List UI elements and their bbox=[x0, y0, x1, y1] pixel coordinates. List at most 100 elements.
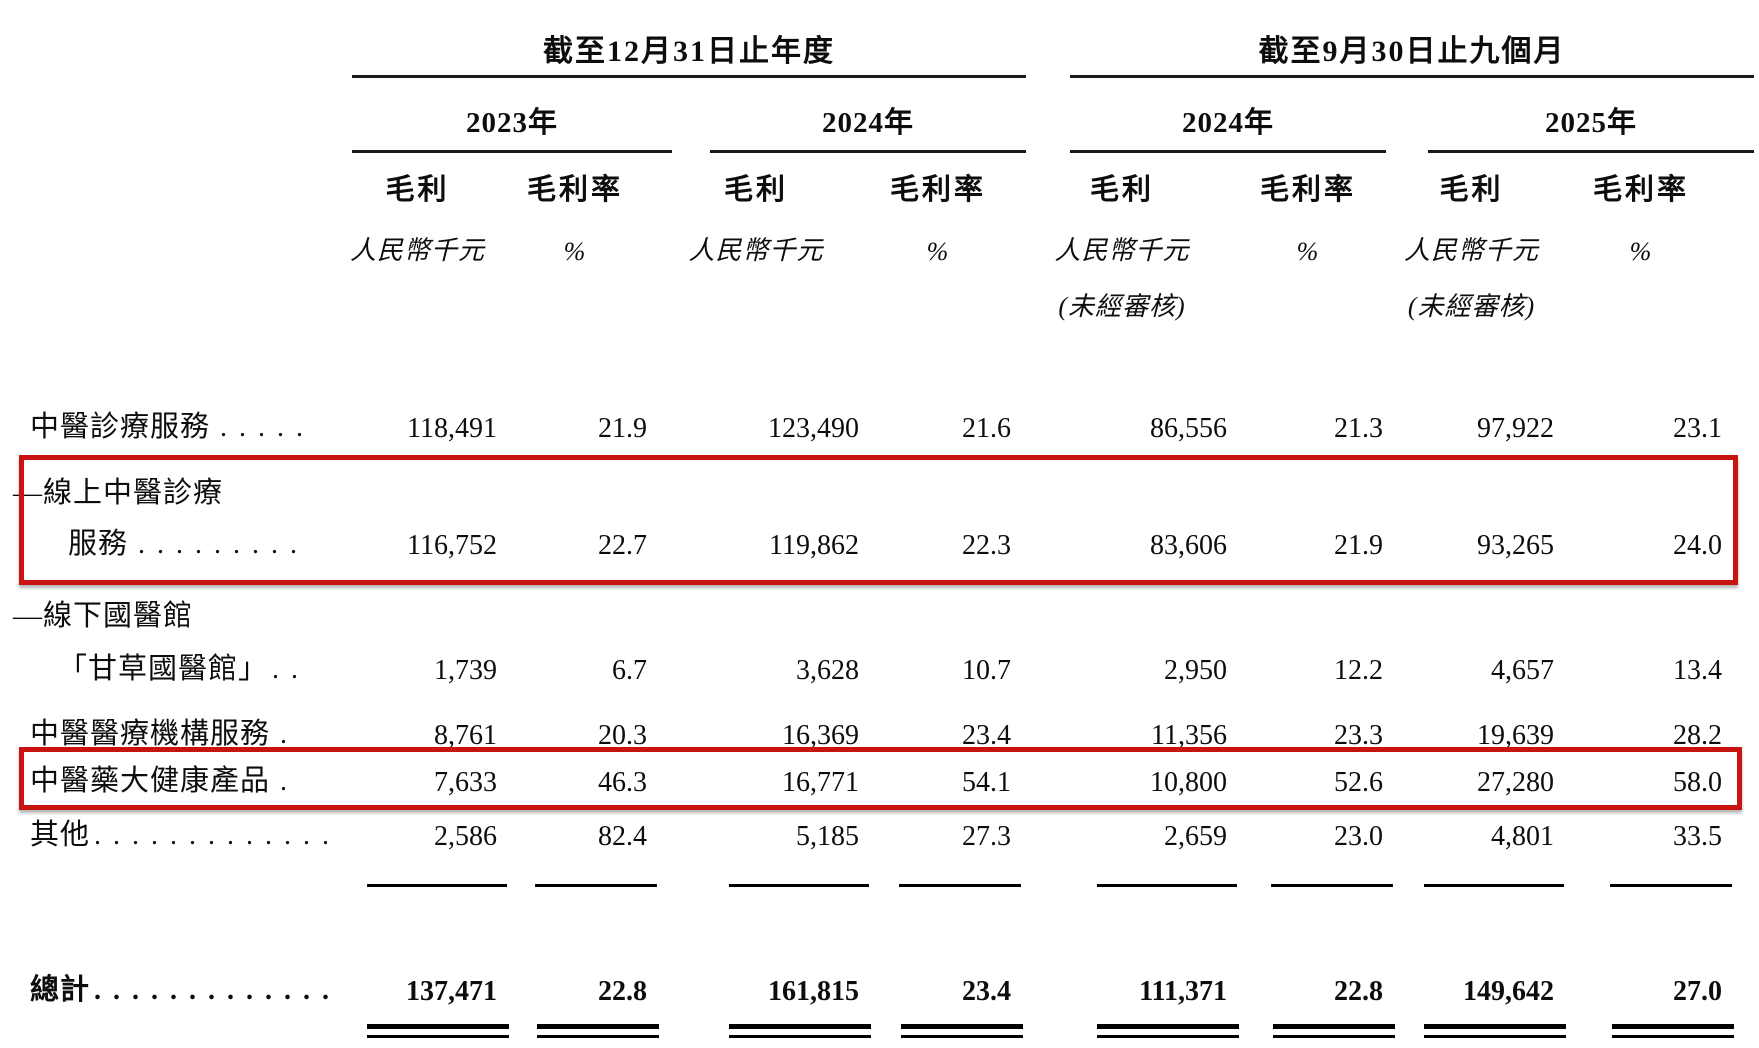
leader-dots: ......... bbox=[138, 529, 310, 560]
row-offline-gancao-clinics-line2: 「甘草國醫館」.. 1,739 6.7 3,628 10.7 2,950 12.… bbox=[30, 637, 1725, 690]
double-rule bbox=[1612, 1024, 1734, 1038]
double-rule bbox=[1097, 1024, 1239, 1038]
value-cell: 27,280 bbox=[1477, 767, 1554, 798]
single-rule bbox=[729, 884, 869, 887]
value-cell: 2,950 bbox=[1164, 655, 1227, 686]
single-rule bbox=[367, 884, 507, 887]
subtotal-rule-row bbox=[30, 856, 1732, 898]
value-cell: 4,657 bbox=[1491, 655, 1554, 686]
gross-profit-table: 截至12月31日止年度 截至9月30日止九個月 2023年 2024年 2024… bbox=[13, 0, 1754, 1048]
value-cell: 4,801 bbox=[1491, 821, 1554, 852]
header-measures: 毛利 毛利率 毛利 毛利率 毛利 毛利率 毛利 毛利率 bbox=[30, 153, 1725, 210]
value-cell: 86,556 bbox=[1150, 413, 1227, 444]
unit-rmb: 人民幣千元 bbox=[349, 236, 485, 265]
unit-rmb: 人民幣千元 bbox=[1403, 236, 1539, 265]
value-cell: 19,639 bbox=[1477, 720, 1554, 751]
value-cell: 123,490 bbox=[768, 413, 859, 444]
spacer-row bbox=[30, 898, 1725, 966]
gross-margin-header: 毛利率 bbox=[1259, 174, 1356, 206]
row-tcm-medical-institution-services: 中醫醫療機構服務. 8,761 20.3 16,369 23.4 11,356 … bbox=[30, 690, 1725, 755]
value-cell: 93,265 bbox=[1477, 530, 1554, 561]
value-cell: 2,586 bbox=[434, 821, 497, 852]
period-group-annual: 截至12月31日止年度 bbox=[352, 26, 1026, 78]
unaudited-note: (未經審核) bbox=[1407, 292, 1536, 321]
value-cell: 8,761 bbox=[434, 720, 497, 751]
single-rule bbox=[1610, 884, 1732, 887]
gross-margin-header: 毛利率 bbox=[889, 174, 986, 206]
value-cell: 118,491 bbox=[407, 413, 497, 444]
value-cell: 23.0 bbox=[1334, 821, 1383, 852]
double-rule bbox=[367, 1024, 509, 1038]
total-value-cell: 111,371 bbox=[1139, 976, 1227, 1007]
value-cell: 24.0 bbox=[1673, 530, 1722, 561]
total-label: 總計............. bbox=[30, 974, 342, 1006]
leader-dots: ............. bbox=[94, 975, 342, 1006]
value-cell: 23.1 bbox=[1673, 413, 1722, 444]
value-cell: 22.7 bbox=[598, 530, 647, 561]
gross-profit-header: 毛利 bbox=[385, 174, 450, 206]
year-2024: 2024年 bbox=[710, 99, 1026, 153]
leader-dots: ............. bbox=[94, 820, 342, 851]
row-online-tcm-services-line2: 服務......... 116,752 22.7 119,862 22.3 83… bbox=[30, 514, 1725, 565]
value-cell: 116,752 bbox=[407, 530, 497, 561]
row-label: —線下國醫館 bbox=[13, 600, 194, 632]
total-rule-row bbox=[30, 1011, 1734, 1048]
row-label: 服務......... bbox=[68, 528, 310, 560]
double-rule bbox=[1424, 1024, 1566, 1038]
row-offline-gancao-clinics-line1: —線下國醫館 bbox=[13, 565, 1725, 637]
gross-profit-header: 毛利 bbox=[723, 174, 788, 206]
row-label: 「甘草國醫館」.. bbox=[58, 653, 311, 685]
value-cell: 10.7 bbox=[962, 655, 1011, 686]
unaudited-note: (未經審核) bbox=[1058, 292, 1186, 321]
value-cell: 16,369 bbox=[782, 720, 859, 751]
total-value-cell: 27.0 bbox=[1673, 976, 1722, 1007]
unit-percent: % bbox=[926, 237, 950, 266]
value-cell: 119,862 bbox=[769, 530, 859, 561]
value-cell: 7,633 bbox=[434, 767, 497, 798]
double-rule bbox=[901, 1024, 1023, 1038]
value-cell: 10,800 bbox=[1150, 767, 1227, 798]
unit-percent: % bbox=[1629, 237, 1653, 266]
value-cell: 58.0 bbox=[1673, 767, 1722, 798]
row-label: 中醫藥大健康產品. bbox=[30, 765, 300, 797]
gross-margin-header: 毛利率 bbox=[1592, 174, 1689, 206]
header-unaudited: (未經審核) (未經審核) bbox=[30, 269, 1725, 325]
period-group-nine-months: 截至9月30日止九個月 bbox=[1070, 26, 1754, 78]
single-rule bbox=[899, 884, 1021, 887]
single-rule bbox=[1424, 884, 1564, 887]
unit-percent: % bbox=[563, 237, 587, 266]
total-value-cell: 23.4 bbox=[962, 976, 1011, 1007]
year-2024-nine-months: 2024年 bbox=[1070, 99, 1386, 153]
value-cell: 1,739 bbox=[434, 655, 497, 686]
total-value-cell: 149,642 bbox=[1463, 976, 1554, 1007]
row-online-tcm-services-line1: —線上中醫診療 bbox=[13, 448, 1725, 514]
total-value-cell: 137,471 bbox=[406, 976, 497, 1007]
value-cell: 97,922 bbox=[1477, 413, 1554, 444]
value-cell: 12.2 bbox=[1334, 655, 1383, 686]
value-cell: 6.7 bbox=[612, 655, 647, 686]
header-units: 人民幣千元 % 人民幣千元 % 人民幣千元 % 人民幣千元 % bbox=[30, 210, 1725, 269]
double-rule bbox=[537, 1024, 659, 1038]
value-cell: 16,771 bbox=[782, 767, 859, 798]
value-cell: 13.4 bbox=[1673, 655, 1722, 686]
double-rule bbox=[729, 1024, 871, 1038]
total-value-cell: 22.8 bbox=[598, 976, 647, 1007]
value-cell: 11,356 bbox=[1151, 720, 1227, 751]
value-cell: 46.3 bbox=[598, 767, 647, 798]
value-cell: 21.9 bbox=[598, 413, 647, 444]
value-cell: 82.4 bbox=[598, 821, 647, 852]
leader-dots: .. bbox=[272, 654, 311, 685]
unit-rmb: 人民幣千元 bbox=[688, 236, 824, 265]
row-label: —線上中醫診療 bbox=[13, 477, 224, 509]
header-years: 2023年 2024年 2024年 2025年 bbox=[30, 78, 1754, 153]
row-tcm-diagnosis-services: 中醫診療服務..... 118,491 21.9 123,490 21.6 86… bbox=[30, 403, 1725, 448]
row-total: 總計............. 137,471 22.8 161,815 23.… bbox=[30, 966, 1725, 1011]
year-2025-nine-months: 2025年 bbox=[1428, 99, 1754, 153]
value-cell: 23.4 bbox=[962, 720, 1011, 751]
spacer-row bbox=[30, 325, 1725, 403]
leader-dots: ..... bbox=[220, 412, 316, 443]
single-rule bbox=[1097, 884, 1237, 887]
value-cell: 52.6 bbox=[1334, 767, 1383, 798]
row-label: 其他............. bbox=[30, 819, 342, 851]
